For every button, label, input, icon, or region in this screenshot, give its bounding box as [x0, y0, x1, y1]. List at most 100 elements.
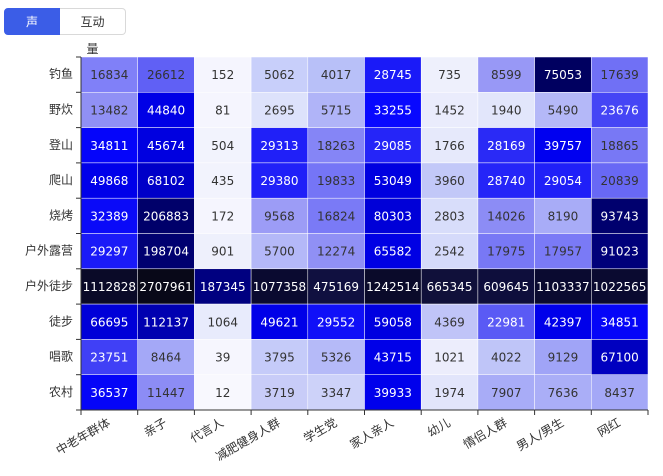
cell-label: 11447 [147, 386, 185, 400]
heatmap-cell [364, 268, 422, 305]
cell-label: 1021 [434, 351, 465, 365]
cell-label: 5715 [321, 103, 352, 117]
heatmap-cell [420, 127, 479, 164]
heatmap-cell [477, 374, 535, 411]
cell-label: 39 [215, 351, 230, 365]
cell-label: 66695 [90, 315, 128, 329]
cell-label: 4017 [321, 68, 352, 82]
heatmap-cell [80, 197, 138, 234]
heatmap-cell [307, 162, 365, 199]
cell-label: 65582 [374, 245, 412, 259]
cell-label: 17957 [544, 245, 582, 259]
cell-label: 735 [438, 68, 461, 82]
heatmap-cell [80, 374, 138, 411]
heatmap-cell [80, 339, 138, 375]
cell-label: 3719 [264, 386, 295, 400]
x-tick-label: 幼儿 [425, 416, 453, 440]
cell-label: 17639 [601, 68, 639, 82]
heatmap-cell [534, 303, 592, 340]
x-tick-label: 网红 [595, 415, 623, 440]
heatmap-cell [80, 127, 138, 164]
cell-label: 29054 [544, 174, 582, 188]
cell-label: 8190 [548, 209, 579, 223]
cell-label: 39933 [374, 386, 412, 400]
y-tick-label: 烧烤 [49, 207, 73, 222]
cell-label: 9568 [264, 209, 295, 223]
cell-label: 2542 [434, 245, 465, 259]
cell-label: 665345 [427, 280, 473, 294]
heatmap-cell [250, 374, 309, 411]
heatmap-cell [591, 374, 649, 411]
cell-label: 59058 [374, 315, 412, 329]
cell-label: 1974 [434, 386, 465, 400]
y-tick-label: 户外徒步 [25, 278, 73, 293]
heatmap-cell [194, 56, 252, 93]
tab[interactable]: 互动量 [60, 8, 126, 56]
heatmap-cell [137, 268, 195, 305]
cell-label: 13482 [90, 103, 128, 117]
cell-label: 2803 [434, 209, 465, 223]
cell-label: 8437 [604, 386, 635, 400]
heatmap-cell [420, 374, 479, 411]
cell-label: 28740 [487, 174, 525, 188]
cell-label: 8464 [151, 351, 182, 365]
heatmap-cell [420, 92, 479, 128]
heatmap-cell [307, 339, 365, 375]
cell-label: 1940 [491, 103, 522, 117]
cell-label: 68102 [147, 174, 185, 188]
heatmap-cell [80, 233, 138, 270]
x-tick-label: 家人亲人 [347, 415, 396, 452]
cell-label: 67100 [601, 351, 639, 365]
cell-label: 901 [211, 245, 234, 259]
cell-label: 43715 [374, 351, 412, 365]
cell-label: 17975 [487, 245, 525, 259]
cell-label: 28745 [374, 68, 412, 82]
x-tick-label: 学生党 [301, 415, 340, 446]
cell-label: 5062 [264, 68, 295, 82]
heatmap-cell [477, 56, 535, 93]
cell-label: 3795 [264, 351, 295, 365]
cell-label: 1112828 [83, 280, 136, 294]
cell-label: 91023 [601, 245, 639, 259]
heatmap-cell [477, 197, 535, 234]
y-tick-label: 野炊 [49, 102, 73, 116]
cell-label: 19833 [317, 174, 355, 188]
heatmap-cell [194, 339, 252, 375]
cell-label: 172 [211, 209, 234, 223]
heatmap-cell [307, 303, 365, 340]
cell-label: 36537 [90, 386, 128, 400]
heatmap-cell [80, 268, 138, 305]
cell-label: 16834 [90, 68, 128, 82]
cell-label: 2695 [264, 103, 295, 117]
tab-bar: 声量 互动量 [4, 8, 126, 56]
cell-label: 81 [215, 103, 230, 117]
cell-label: 93743 [601, 209, 639, 223]
cell-label: 18865 [601, 139, 639, 153]
tab[interactable]: 声量 [4, 8, 60, 56]
heatmap-cell [591, 162, 649, 199]
heatmap-cell [477, 92, 535, 128]
heatmap-cell [307, 374, 365, 411]
cell-label: 152 [211, 68, 234, 82]
y-tick-label: 登山 [49, 137, 73, 152]
cell-label: 5700 [264, 245, 295, 259]
cell-label: 1103337 [536, 280, 589, 294]
cell-label: 22981 [487, 315, 525, 329]
heatmap-cell [250, 92, 309, 128]
heatmap-cell [80, 92, 138, 128]
heatmap-cell [534, 339, 592, 375]
heatmap-cell [534, 92, 592, 128]
cell-label: 1077358 [253, 280, 306, 294]
cell-label: 32389 [90, 209, 128, 223]
cell-label: 23676 [601, 103, 639, 117]
cell-label: 7636 [548, 386, 579, 400]
cell-label: 80303 [374, 209, 412, 223]
y-tick-label: 户外露营 [25, 243, 73, 258]
cell-label: 45674 [147, 139, 185, 153]
heatmap-cell [477, 127, 535, 164]
heatmap-cell [477, 233, 535, 270]
cell-label: 16824 [317, 209, 355, 223]
heatmap-cell [194, 127, 252, 164]
cell-label: 18263 [317, 139, 355, 153]
cell-label: 4369 [434, 315, 465, 329]
